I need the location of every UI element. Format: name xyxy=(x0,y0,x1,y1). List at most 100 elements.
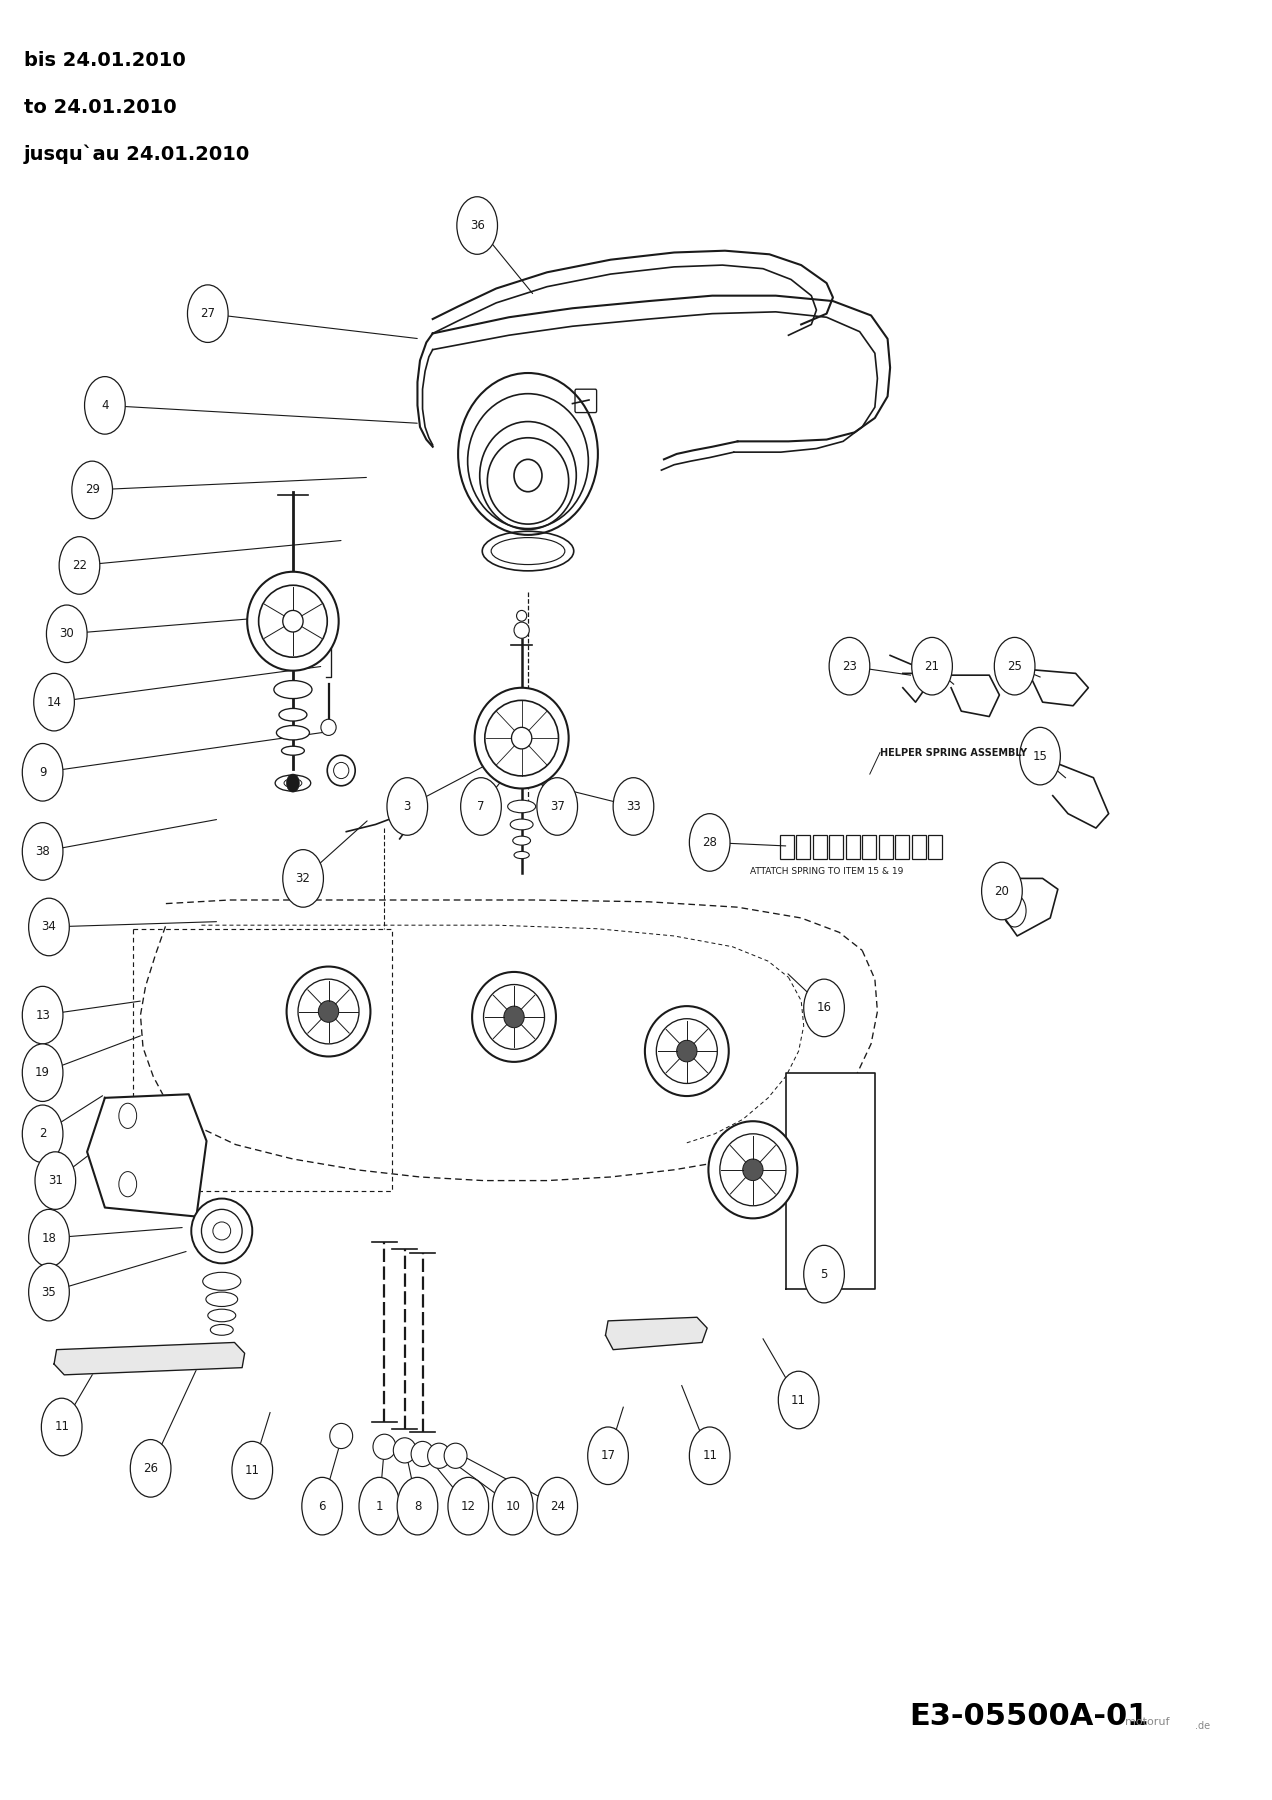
Text: 22: 22 xyxy=(73,560,86,572)
Circle shape xyxy=(23,1044,62,1102)
Circle shape xyxy=(47,605,86,662)
Ellipse shape xyxy=(279,709,307,722)
Bar xyxy=(780,835,794,859)
Circle shape xyxy=(804,1246,845,1303)
Bar xyxy=(912,835,926,859)
Text: 5: 5 xyxy=(820,1267,828,1280)
Ellipse shape xyxy=(743,1159,763,1181)
Ellipse shape xyxy=(645,1006,729,1096)
Ellipse shape xyxy=(516,610,527,621)
Circle shape xyxy=(1020,727,1061,785)
Ellipse shape xyxy=(273,680,312,698)
Text: 11: 11 xyxy=(244,1463,259,1476)
Circle shape xyxy=(23,823,62,880)
Text: 11: 11 xyxy=(702,1449,717,1462)
Bar xyxy=(895,835,909,859)
Ellipse shape xyxy=(474,688,569,788)
Ellipse shape xyxy=(504,1006,524,1028)
Circle shape xyxy=(130,1440,170,1498)
Ellipse shape xyxy=(321,720,336,736)
Text: 36: 36 xyxy=(469,220,485,232)
Text: bis 24.01.2010: bis 24.01.2010 xyxy=(24,50,186,70)
Text: 19: 19 xyxy=(36,1066,50,1080)
Circle shape xyxy=(232,1442,272,1499)
Text: 1: 1 xyxy=(375,1499,383,1512)
Text: 24: 24 xyxy=(550,1499,565,1512)
Ellipse shape xyxy=(472,972,556,1062)
Circle shape xyxy=(29,1210,69,1267)
Text: 9: 9 xyxy=(39,765,46,779)
Circle shape xyxy=(301,1478,342,1535)
Circle shape xyxy=(689,814,730,871)
Ellipse shape xyxy=(510,819,533,830)
Text: 13: 13 xyxy=(36,1008,50,1022)
Circle shape xyxy=(29,898,69,956)
Ellipse shape xyxy=(444,1444,467,1469)
Polygon shape xyxy=(605,1318,707,1350)
Circle shape xyxy=(537,778,577,835)
Text: 7: 7 xyxy=(477,799,485,814)
Circle shape xyxy=(689,1427,730,1485)
Ellipse shape xyxy=(393,1438,416,1463)
Circle shape xyxy=(71,461,112,518)
Bar xyxy=(796,835,810,859)
Circle shape xyxy=(23,1105,62,1163)
Text: 6: 6 xyxy=(318,1499,326,1512)
Circle shape xyxy=(34,673,74,731)
Text: 11: 11 xyxy=(55,1420,69,1433)
Bar xyxy=(929,835,943,859)
Bar xyxy=(829,835,843,859)
Text: 17: 17 xyxy=(600,1449,616,1462)
Text: 27: 27 xyxy=(200,308,215,320)
Text: 30: 30 xyxy=(60,628,74,641)
Ellipse shape xyxy=(202,1273,240,1291)
Text: 29: 29 xyxy=(85,484,99,497)
Text: 4: 4 xyxy=(102,400,108,412)
Circle shape xyxy=(397,1478,438,1535)
Text: ATTATCH SPRING TO ITEM 15 & 19: ATTATCH SPRING TO ITEM 15 & 19 xyxy=(750,868,903,877)
Circle shape xyxy=(23,986,62,1044)
Ellipse shape xyxy=(427,1444,450,1469)
Ellipse shape xyxy=(247,572,338,671)
Ellipse shape xyxy=(411,1442,434,1467)
Ellipse shape xyxy=(210,1325,233,1336)
Ellipse shape xyxy=(677,1040,697,1062)
Ellipse shape xyxy=(275,776,310,792)
Polygon shape xyxy=(786,1073,875,1289)
Text: 37: 37 xyxy=(550,799,565,814)
Ellipse shape xyxy=(329,1424,352,1449)
Text: 34: 34 xyxy=(42,920,56,934)
Text: 10: 10 xyxy=(505,1499,520,1512)
Circle shape xyxy=(359,1478,399,1535)
Ellipse shape xyxy=(281,747,304,756)
Ellipse shape xyxy=(318,1001,338,1022)
Text: 20: 20 xyxy=(995,884,1010,898)
Circle shape xyxy=(613,778,654,835)
Text: HELPER SPRING ASSEMBLY: HELPER SPRING ASSEMBLY xyxy=(880,747,1027,758)
Text: 33: 33 xyxy=(626,799,641,814)
Text: jusqu`au 24.01.2010: jusqu`au 24.01.2010 xyxy=(24,144,249,164)
Circle shape xyxy=(492,1478,533,1535)
Text: 25: 25 xyxy=(1007,659,1023,673)
Text: 21: 21 xyxy=(925,659,940,673)
Text: .de: .de xyxy=(1196,1721,1210,1732)
Text: 16: 16 xyxy=(817,1001,832,1015)
Text: 31: 31 xyxy=(48,1174,62,1186)
Ellipse shape xyxy=(276,725,309,740)
Text: to 24.01.2010: to 24.01.2010 xyxy=(24,97,177,117)
Circle shape xyxy=(282,850,323,907)
Text: 8: 8 xyxy=(413,1499,421,1512)
Circle shape xyxy=(457,196,497,254)
Ellipse shape xyxy=(514,623,529,639)
Polygon shape xyxy=(86,1094,206,1217)
Circle shape xyxy=(460,778,501,835)
Circle shape xyxy=(912,637,953,695)
Text: 14: 14 xyxy=(47,695,61,709)
Circle shape xyxy=(84,376,125,434)
Text: 3: 3 xyxy=(403,799,411,814)
Circle shape xyxy=(537,1478,577,1535)
Text: 15: 15 xyxy=(1033,749,1047,763)
Circle shape xyxy=(286,774,299,792)
Ellipse shape xyxy=(286,967,370,1057)
Circle shape xyxy=(23,743,62,801)
